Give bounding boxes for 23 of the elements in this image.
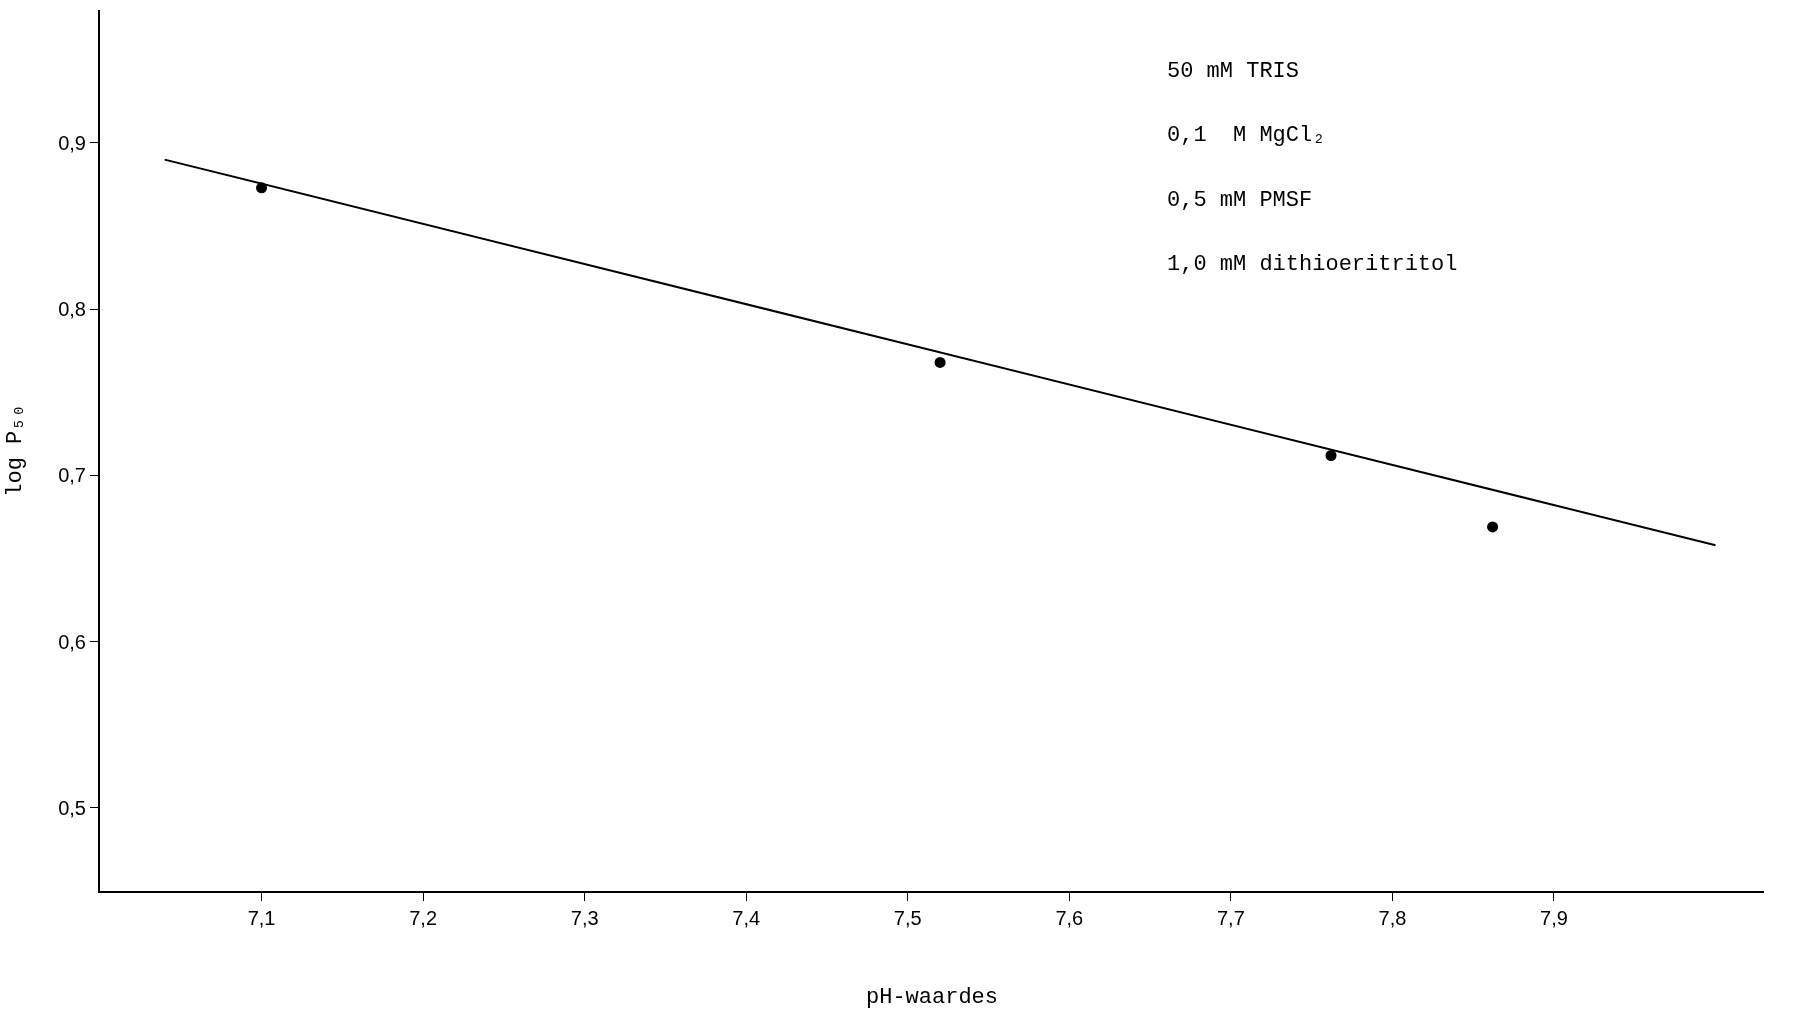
point	[1487, 521, 1499, 533]
x-tick-label: 7,3	[570, 907, 599, 929]
annotation: 0,1 M MgCl₂	[1167, 123, 1326, 148]
point	[934, 356, 946, 368]
y-tick-label: 0,8	[58, 298, 86, 321]
annotation: 0,5 mM PMSF	[1167, 188, 1313, 213]
x-tick-label: 7,1	[247, 907, 276, 929]
x-tick-label: 7,5	[893, 907, 922, 929]
point	[1325, 449, 1337, 461]
annotation: 50 mM TRIS	[1167, 59, 1300, 84]
x-tick-label: 7,6	[1055, 907, 1084, 929]
x-tick-label: 7,8	[1378, 907, 1407, 929]
x-axis-title: pH-waardes	[865, 985, 999, 1011]
x-tick-label: 7,2	[409, 907, 438, 929]
y-tick-label: 0,7	[58, 464, 86, 487]
y-axis-title: log P₅₀	[3, 404, 29, 497]
y-tick-label: 0,6	[58, 630, 86, 653]
annotation: 1,0 mM dithioeritritol	[1167, 252, 1458, 277]
x-tick-label: 7,4	[732, 907, 761, 929]
y-tick-label: 0,9	[58, 131, 86, 154]
y-tick-label: 0,5	[58, 796, 86, 819]
x-tick-label: 7,7	[1216, 907, 1245, 929]
x-tick-label: 7,9	[1540, 907, 1568, 929]
